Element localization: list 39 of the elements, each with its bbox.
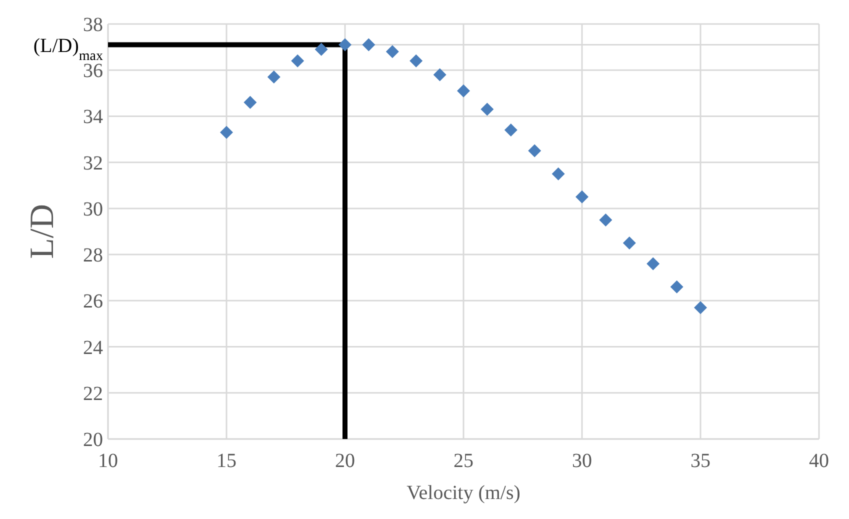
x-tick-label: 30: [572, 450, 592, 472]
y-tick-label: 30: [83, 198, 103, 220]
point: [694, 301, 707, 314]
y-tick-label: 32: [83, 152, 103, 174]
y-tick-label: 28: [83, 244, 103, 267]
y-axis-title: L/D: [24, 204, 61, 259]
point: [646, 257, 660, 270]
point: [599, 213, 612, 226]
y-tick-label: 24: [83, 336, 103, 359]
point: [410, 54, 423, 68]
point: [386, 45, 399, 58]
x-tick-label: 40: [809, 450, 829, 472]
y-tick-label: 26: [83, 290, 103, 313]
x-tick-label: 35: [690, 450, 710, 472]
point: [622, 236, 636, 250]
y-tick-label: 20: [83, 429, 103, 451]
x-axis-title: Velocity (m/s): [406, 482, 520, 504]
point: [314, 42, 328, 56]
point: [528, 144, 542, 158]
point: [220, 126, 233, 139]
point: [338, 38, 352, 52]
point: [670, 280, 684, 294]
point: [433, 68, 446, 82]
point: [552, 167, 565, 180]
y-tick-label: 22: [83, 382, 103, 405]
x-tick-label: 20: [335, 450, 355, 472]
y-tick-label: 38: [83, 14, 103, 36]
point: [267, 70, 280, 84]
x-tick-label: 25: [454, 450, 474, 472]
x-tick-label: 15: [216, 450, 236, 472]
point: [362, 38, 376, 52]
point: [291, 54, 304, 68]
point: [576, 190, 588, 204]
point: [244, 96, 257, 109]
point: [480, 102, 494, 116]
x-tick-label: 10: [98, 450, 118, 472]
y-tick-label: 34: [83, 106, 103, 128]
point: [504, 124, 518, 137]
point: [457, 84, 470, 98]
